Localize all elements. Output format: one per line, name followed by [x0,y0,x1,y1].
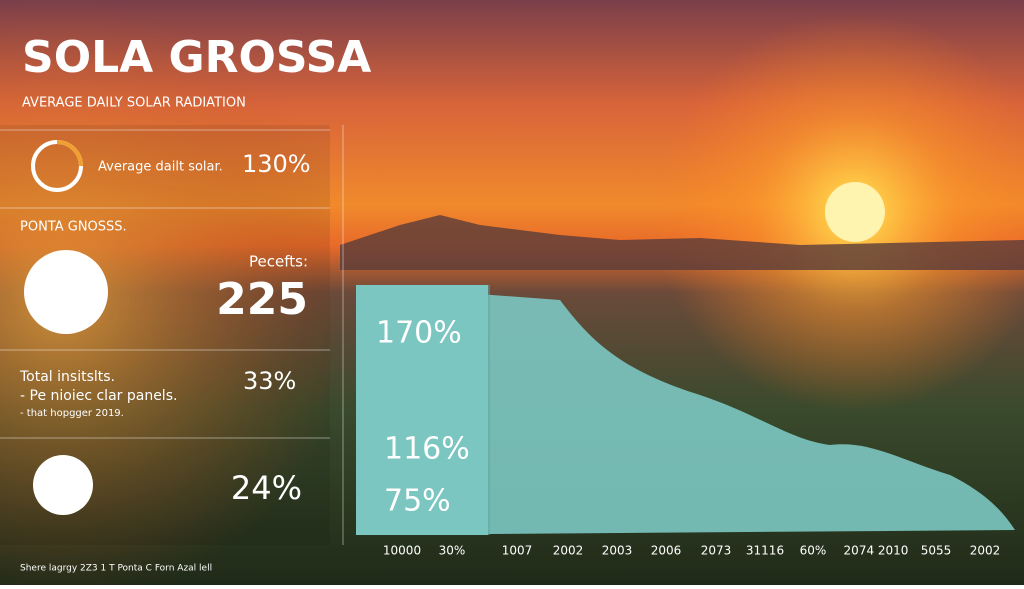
stat-value: 24% [231,469,302,507]
x-label: 2002 [970,544,1001,558]
stat-label: Average dailt solar. [98,160,223,175]
x-label: 2073 [701,544,732,558]
area-shape [356,285,1015,535]
area-block [356,285,488,535]
section-label: PONTA GNOSSS. [20,220,127,235]
subtitle: AVERAGE DAILY SOLAR RADIATION [22,96,246,111]
footer: Shere lagrgy 2Z3 1 T Ponta C Forn Azal l… [20,564,212,574]
area-label: 116% [384,432,470,467]
x-label: 2074 2010 [844,544,909,558]
stat-label: Pecefts: [249,253,308,271]
x-label: 2006 [651,544,682,558]
area-label: 75% [384,484,451,519]
area-label: 170% [376,316,462,351]
mountains [340,215,1024,270]
x-label: 30% [439,544,466,558]
x-label: 2003 [602,544,633,558]
sun-icon [24,250,108,334]
sun-icon [33,455,93,515]
x-label: 5055 [921,544,952,558]
x-label: 2002 [553,544,584,558]
list-item: Total insitslts. [19,369,115,385]
x-label: 10000 [383,544,421,558]
stat-value: 225 [216,274,308,325]
sun [825,182,885,242]
x-label: 1007 [502,544,533,558]
list-item: - that hopgger 2019. [20,408,124,419]
x-label: 31116 [746,544,784,558]
title: SOLA GROSSA [22,32,371,83]
stat-value: 33% [243,367,296,395]
list-item: - Pe nioiec clar panels. [20,388,177,404]
stat-value: 130% [242,150,311,178]
gauge-arc [56,140,83,167]
x-label: 60% [800,544,827,558]
